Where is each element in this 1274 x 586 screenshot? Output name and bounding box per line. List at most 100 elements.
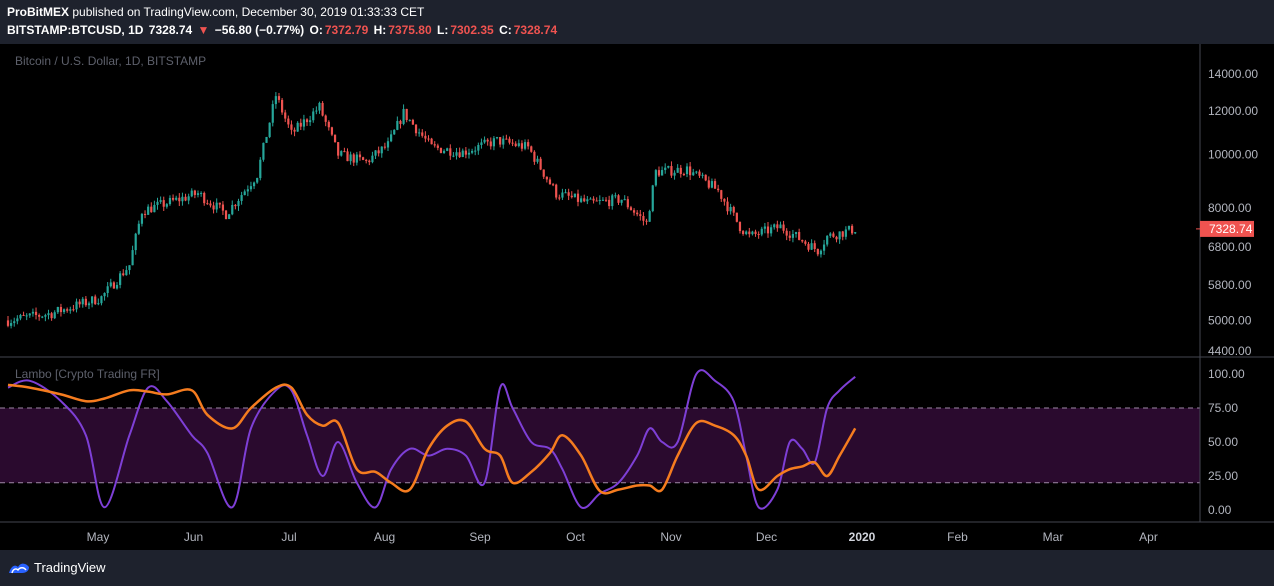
price-axis[interactable]: 14000.00 12000.00 10000.00 8000.00 6800.00 58… — [1208, 67, 1258, 358]
candle-body — [850, 225, 854, 234]
candle-body — [704, 174, 707, 181]
candle-body — [816, 248, 819, 255]
indicator-tick-label: 50.00 — [1208, 435, 1238, 449]
candle-body — [455, 152, 458, 156]
candle-body — [483, 139, 486, 143]
candle-body — [28, 313, 31, 316]
candle-body — [530, 146, 533, 152]
candle-body — [838, 231, 841, 240]
candle-body — [819, 250, 823, 255]
candle-body — [533, 151, 536, 162]
candle-body — [738, 221, 742, 232]
candle-body — [623, 199, 626, 201]
indicator-title: Lambo [Crypto Trading FR] — [15, 367, 160, 381]
candle-body — [589, 198, 592, 200]
candle-body — [274, 96, 277, 105]
candle-body — [402, 108, 405, 124]
indicator-axis[interactable]: 100.00 75.00 50.00 25.00 0.00 — [1208, 367, 1245, 517]
time-tick-label: Aug — [374, 530, 395, 544]
time-tick-label: Mar — [1043, 530, 1064, 544]
candle-body — [439, 147, 443, 153]
candle-body — [256, 178, 259, 183]
candle-body — [128, 265, 131, 271]
candle-body — [231, 204, 234, 215]
candle-body — [196, 193, 200, 195]
price-tick-label: 5800.00 — [1208, 278, 1252, 292]
symbol-label[interactable]: BITSTAMP:BTCUSD, 1D — [7, 23, 144, 37]
candle-body — [259, 159, 262, 179]
candle-body — [100, 296, 103, 304]
candle-body — [237, 200, 240, 207]
candle-body — [673, 172, 676, 176]
pane-title: Bitcoin / U.S. Dollar, 1D, BITSTAMP — [15, 54, 206, 68]
candle-body — [698, 171, 701, 176]
candle-body — [707, 180, 710, 188]
candle-body — [277, 96, 281, 100]
candle-body — [122, 273, 125, 276]
price-tick-label: 8000.00 — [1208, 201, 1252, 215]
candle-body — [290, 124, 293, 130]
candle-body — [312, 111, 315, 121]
tradingview-brand[interactable]: TradingView — [8, 560, 106, 575]
candle-body — [10, 323, 13, 326]
candle-body — [190, 190, 193, 197]
candle-body — [184, 196, 187, 201]
candle-body — [654, 170, 657, 186]
candle-body — [318, 102, 321, 111]
candle-body — [13, 321, 16, 324]
candle-body — [717, 188, 720, 191]
candle-body — [305, 119, 309, 123]
candle-body — [337, 142, 340, 156]
price-tick-label: 12000.00 — [1208, 104, 1258, 118]
candle-body — [324, 115, 327, 122]
candle-body — [246, 189, 249, 192]
ohlc-legend: BITSTAMP:BTCUSD, 1D 7328.74 ▼ −56.80 (−0… — [7, 23, 559, 37]
candle-body — [41, 316, 44, 318]
indicator-pane[interactable]: Lambo [Crypto Trading FR] 100.00 75.00 50.… — [0, 367, 1245, 517]
candle-body — [682, 174, 686, 176]
time-axis[interactable]: May Jun Jul Aug Sep Oct Nov Dec 2020 Feb Mar Apr — [87, 530, 1158, 544]
candle-body — [794, 232, 798, 234]
candle-body — [592, 198, 595, 201]
candle-body — [564, 192, 567, 194]
candle-body — [374, 150, 377, 156]
candle-body — [832, 233, 835, 237]
candle-body — [642, 215, 645, 221]
candle-body — [203, 192, 206, 204]
down-arrow-icon: ▼ — [197, 23, 210, 37]
chart-canvas[interactable]: Bitcoin / U.S. Dollar, 1D, BITSTAMP 1400… — [0, 44, 1274, 550]
close-label: C: — [499, 23, 512, 37]
price-tick-label: 4400.00 — [1208, 344, 1252, 358]
candle-body — [835, 236, 838, 240]
candle-body — [34, 311, 38, 316]
candle-body — [193, 190, 196, 195]
candle-body — [720, 190, 723, 199]
candle-body — [386, 141, 390, 148]
last-price: 7328.74 — [148, 23, 193, 37]
candle-body — [405, 108, 408, 121]
candle-body — [321, 102, 324, 116]
price-tick-label: 14000.00 — [1208, 67, 1258, 81]
candle-body — [505, 138, 508, 140]
candle-body — [249, 186, 253, 190]
candle-body — [527, 142, 530, 147]
chart-header: ProBitMEX published on TradingView.com, … — [0, 0, 1274, 44]
candle-body — [458, 152, 461, 157]
candle-body — [284, 112, 287, 119]
candle-body — [573, 193, 576, 198]
candle-body — [228, 214, 231, 220]
candle-body — [766, 226, 770, 234]
candle-body — [333, 134, 337, 143]
candle-body — [368, 160, 371, 163]
candle-body — [393, 129, 396, 135]
candle-body — [411, 119, 415, 125]
price-pane[interactable]: Bitcoin / U.S. Dollar, 1D, BITSTAMP 1400… — [6, 54, 1258, 358]
publisher-name[interactable]: ProBitMEX — [7, 5, 70, 19]
candle-body — [209, 203, 212, 206]
candle-body — [499, 137, 502, 145]
candle-body — [352, 154, 355, 163]
candle-body — [361, 157, 365, 160]
candle-body — [660, 170, 664, 176]
candle-body — [147, 206, 150, 215]
candle-body — [115, 284, 119, 289]
